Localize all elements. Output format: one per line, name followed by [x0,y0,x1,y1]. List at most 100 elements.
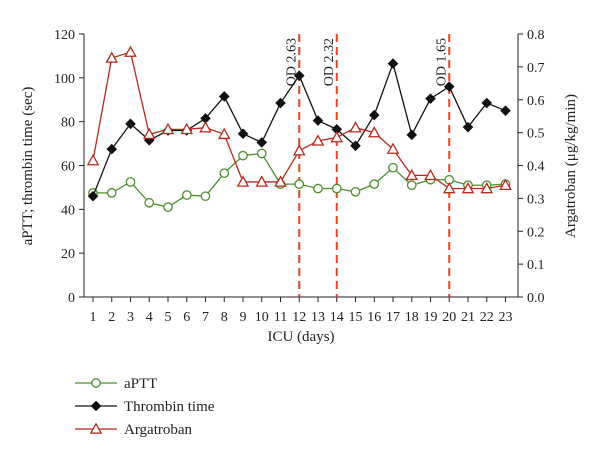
legend-item-argatroban: Argatroban [75,422,193,438]
x-tick-label: 18 [405,310,419,325]
data-point-thrombin-time [312,115,324,126]
data-point-argatroban [349,121,362,133]
data-point-aptt [406,180,417,191]
x-tick-label: 11 [274,310,287,325]
data-point-argatroban [292,144,306,156]
data-point-argatroban [386,142,400,154]
data-point-argatroban [124,45,137,57]
y-tick-label-right: 0.5 [527,127,545,142]
x-tick-label: 2 [108,310,115,325]
legend: aPTT Thrombin time Argatroban [75,376,215,438]
y-tick-label-right: 0.3 [527,192,545,207]
data-point-argatroban [255,175,269,187]
data-point-aptt [294,179,305,189]
data-point-aptt [256,148,267,159]
x-ticks: 1 2 3 4 5 6 7 8 9 10 11 12 13 14 15 16 17 18 19 20 21 22 23 [90,297,513,325]
data-point-aptt [350,186,361,197]
data-point-aptt [163,202,173,212]
data-point-argatroban [330,131,344,143]
data-point-thrombin-time [218,91,230,102]
y-tick-label-left: 40 [61,203,75,218]
x-tick-label: 17 [386,310,400,325]
data-point-argatroban [161,122,175,135]
data-point-aptt [219,168,230,179]
data-point-argatroban [442,181,456,194]
data-point-aptt [181,190,192,200]
x-tick-label: 7 [202,310,209,325]
y-tick-label-left: 0 [68,291,75,306]
data-point-aptt [238,150,248,161]
x-tick-label: 6 [183,310,190,325]
x-tick-label: 21 [461,310,475,325]
data-point-argatroban [311,134,325,146]
x-tick-label: 9 [240,310,247,325]
data-point-thrombin-time [481,97,493,109]
data-point-argatroban [217,127,231,140]
data-point-thrombin-time [500,105,511,117]
x-tick-label: 3 [127,310,134,325]
y-tick-label-right: 0.8 [527,28,545,43]
y-tick-label-left: 80 [61,116,75,131]
data-point-thrombin-time [443,81,455,92]
data-point-argatroban [367,126,381,138]
data-point-argatroban [199,121,212,133]
data-point-aptt [313,183,323,194]
legend-marker-thrombin-time [90,400,102,412]
series-thrombin-time [87,58,511,202]
y-tick-label-left: 60 [61,160,75,175]
x-tick-label: 4 [146,310,153,325]
y-tick-label-left: 20 [61,247,75,262]
legend-label-thrombin-time: Thrombin time [124,399,215,415]
legend-marker-argatroban [89,422,103,434]
y-tick-label-right: 0.4 [527,160,545,175]
data-point-aptt [388,162,398,173]
x-tick-label: 14 [330,310,344,325]
data-point-aptt [331,183,342,194]
data-point-argatroban [105,51,119,63]
data-point-thrombin-time [368,109,380,121]
legend-marker-aptt [91,378,101,388]
data-point-argatroban [142,127,156,140]
data-point-aptt [369,179,380,189]
data-point-aptt [200,191,211,202]
x-tick-label: 1 [90,310,97,325]
y-tick-label-left: 100 [54,72,75,87]
data-point-aptt [106,188,117,198]
y-ticks-left: 0 20 40 60 80 100 120 [54,28,84,306]
data-point-thrombin-time [87,190,99,202]
data-point-thrombin-time [237,128,249,140]
data-point-thrombin-time [275,97,286,109]
y-tick-label-right: 0.0 [527,291,545,306]
x-tick-label: 22 [480,310,494,325]
legend-item-aptt: aPTT [75,376,157,392]
data-point-thrombin-time [406,129,418,141]
x-tick-label: 23 [499,310,513,325]
data-point-argatroban [180,122,194,135]
od-label: OD 1.65 [434,38,449,86]
data-point-argatroban [405,168,419,181]
x-tick-label: 19 [424,310,438,325]
data-point-argatroban [461,181,475,194]
y-axis-title-left: aPTT; thrombin time (sec) [20,87,36,246]
y-tick-label-right: 0.7 [527,61,545,76]
data-point-thrombin-time [387,58,399,69]
x-tick-label: 10 [255,310,269,325]
data-point-argatroban [236,175,250,187]
data-point-aptt [144,197,155,208]
data-point-argatroban [424,168,437,181]
data-point-thrombin-time [425,93,436,104]
y-tick-label-left: 120 [54,28,75,43]
x-tick-label: 5 [165,310,172,325]
data-point-argatroban [274,175,287,187]
x-axis-title: ICU (days) [267,329,334,345]
od-annotations: OD 2.63 OD 2.32 OD 1.65 [284,34,451,297]
x-tick-label: 12 [292,310,306,325]
data-point-argatroban [480,181,494,194]
y-tick-label-right: 0.6 [527,94,545,109]
x-tick-label: 16 [367,310,381,325]
data-point-thrombin-time [350,140,361,152]
data-point-thrombin-time [462,121,474,133]
y-tick-label-right: 0.1 [527,258,545,273]
